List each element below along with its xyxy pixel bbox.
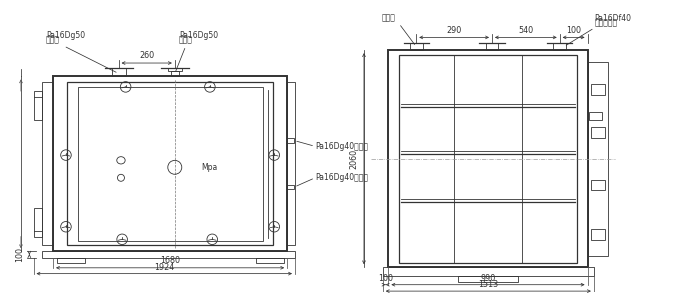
Text: Mpa: Mpa xyxy=(202,163,218,172)
Text: 1924: 1924 xyxy=(154,263,174,272)
Bar xyxy=(287,138,294,143)
Bar xyxy=(287,82,295,245)
Bar xyxy=(486,43,498,50)
Bar xyxy=(287,185,294,190)
Bar xyxy=(34,91,42,120)
Text: 安全阀: 安全阀 xyxy=(382,13,395,23)
Bar xyxy=(587,62,608,255)
Text: 1680: 1680 xyxy=(160,256,180,265)
Text: 排气口: 排气口 xyxy=(46,35,60,44)
Text: Pa16Df40: Pa16Df40 xyxy=(594,13,631,23)
Bar xyxy=(591,84,606,95)
Bar xyxy=(389,50,587,267)
Text: 1513: 1513 xyxy=(478,280,498,289)
Text: 100: 100 xyxy=(15,247,24,262)
Bar xyxy=(591,127,606,138)
Bar xyxy=(554,43,566,50)
Bar xyxy=(53,76,287,251)
Bar xyxy=(399,54,577,263)
Bar xyxy=(591,229,606,240)
Bar xyxy=(42,251,295,258)
Text: 100: 100 xyxy=(378,274,393,283)
Bar xyxy=(383,267,594,276)
Bar xyxy=(591,180,606,190)
Bar xyxy=(168,68,182,71)
Text: Pa16Dg40排污口: Pa16Dg40排污口 xyxy=(315,142,368,151)
Text: 蒸汽进气口: 蒸汽进气口 xyxy=(594,19,617,28)
Bar xyxy=(410,43,423,50)
Bar xyxy=(171,71,179,76)
Bar xyxy=(57,258,85,263)
Bar xyxy=(256,258,284,263)
Text: Pa16Dg50: Pa16Dg50 xyxy=(178,31,218,40)
Text: 290: 290 xyxy=(447,26,462,35)
Bar xyxy=(78,87,262,241)
Bar xyxy=(589,113,601,120)
Text: 260: 260 xyxy=(139,51,154,60)
Bar xyxy=(67,82,273,245)
Bar xyxy=(34,207,42,237)
Text: 100: 100 xyxy=(566,26,581,35)
Bar xyxy=(458,276,518,282)
Text: 消毒口: 消毒口 xyxy=(178,35,192,44)
Bar xyxy=(111,68,125,76)
Text: 540: 540 xyxy=(518,26,533,35)
Text: 2060: 2060 xyxy=(349,149,358,169)
Text: Pa16Dg50: Pa16Dg50 xyxy=(46,31,85,40)
Text: Pa16Dg40滤水口: Pa16Dg40滤水口 xyxy=(315,173,368,182)
Text: 990: 990 xyxy=(480,274,496,283)
Bar xyxy=(42,82,53,245)
